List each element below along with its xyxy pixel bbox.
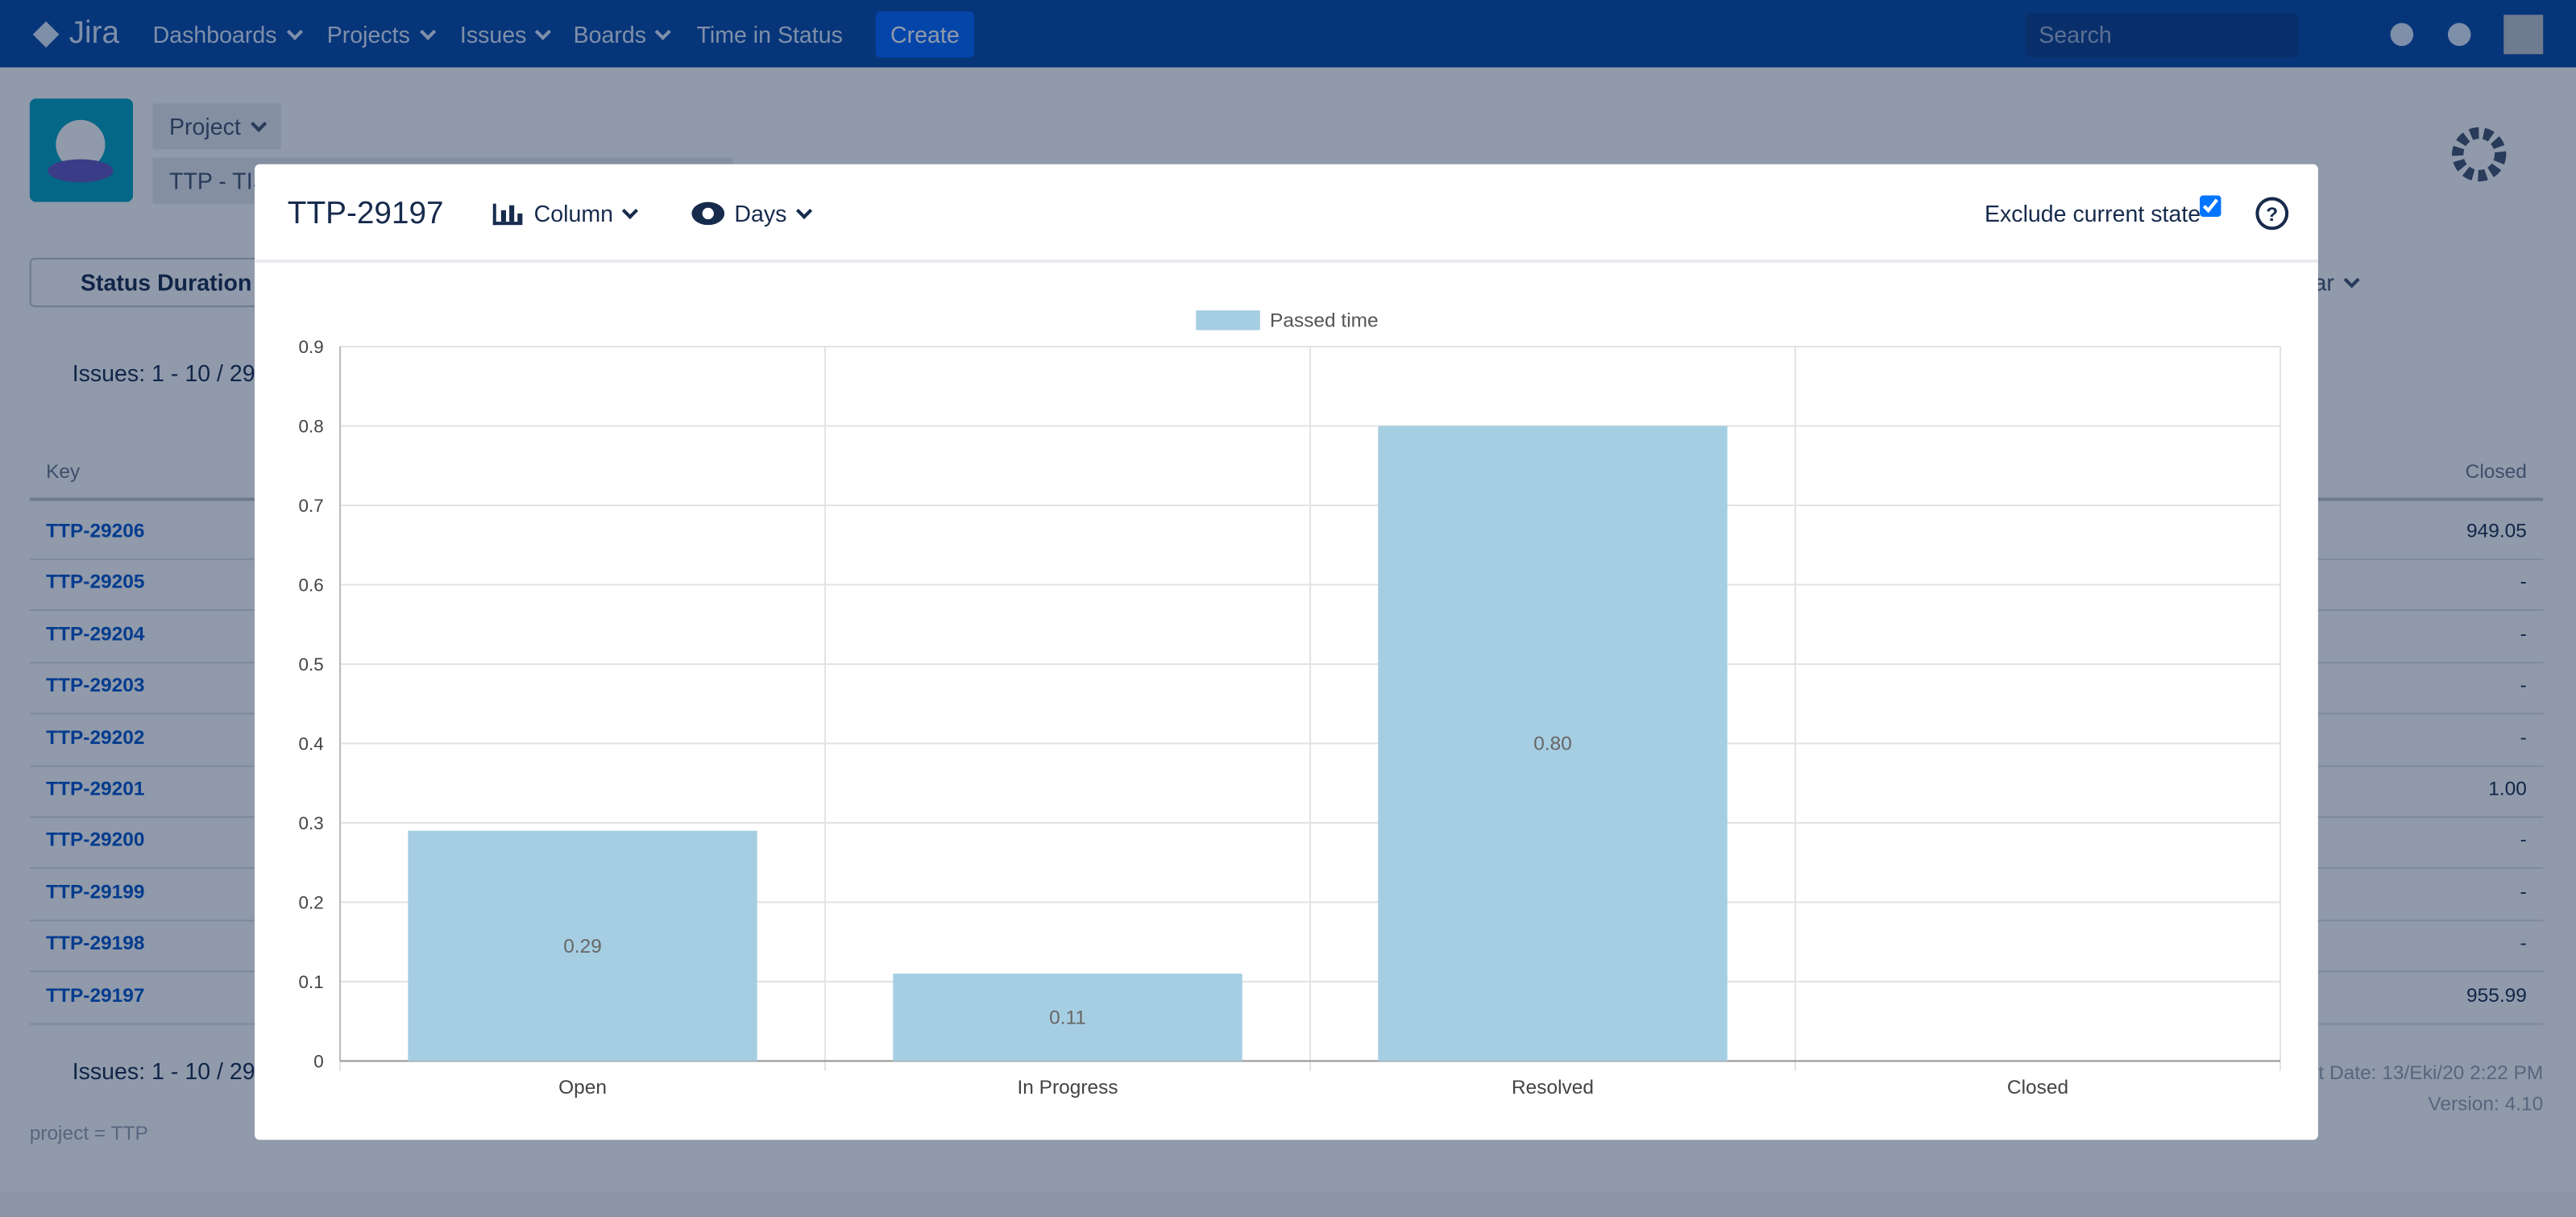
closed-value: - [2520, 828, 2527, 852]
data-label: 0.80 [1533, 733, 1572, 755]
closed-value: 955.99 [2466, 982, 2527, 1007]
settings-gear[interactable] [2451, 127, 2507, 182]
svg-text:?: ? [2266, 204, 2278, 226]
y-tick-label: 0.8 [298, 417, 323, 437]
exclude-checkbox[interactable] [2200, 195, 2221, 217]
issue-key[interactable]: TTP-29201 [46, 776, 145, 800]
x-tick-label: Open [558, 1077, 607, 1099]
x-tick-label: Closed [2007, 1077, 2068, 1099]
issue-key[interactable]: TTP-29205 [46, 570, 145, 594]
y-tick-label: 0.6 [298, 575, 323, 596]
column-header: Closed [2465, 459, 2527, 484]
create-button[interactable]: Create [875, 11, 975, 58]
search-box[interactable]: Search [2025, 13, 2299, 58]
bar [1378, 426, 1728, 1061]
project-dropdown[interactable]: Project [152, 103, 280, 150]
top-nav: Jira Dashboards Projects Issues Boards Time… [0, 0, 2576, 68]
issue-key[interactable]: TTP-29198 [46, 931, 145, 955]
modal-divider [255, 259, 2318, 264]
unit-dropdown[interactable]: Days [734, 201, 810, 227]
legend-swatch [1196, 310, 1260, 330]
issue-key[interactable]: TTP-29200 [46, 828, 145, 852]
y-tick-label: 0.3 [298, 813, 323, 833]
chart: 0 0.1 0.2 0.3 0.4 0.5 0.6 0.7 0.8 0.9 Passed time O… [298, 310, 2282, 1099]
closed-value: 949.05 [2466, 518, 2527, 542]
nav-menu[interactable]: Projects [327, 21, 433, 48]
y-tick-label: 0.5 [298, 654, 323, 675]
eye-icon [691, 201, 725, 226]
bar [408, 830, 757, 1061]
y-tick-label: 0.7 [298, 496, 323, 516]
issues-count: Issues: 1 - 10 / 292 [72, 359, 268, 386]
nav-link[interactable]: Time in Status [696, 21, 843, 48]
project-avatar [29, 98, 134, 202]
closed-value: - [2520, 570, 2527, 594]
issue-key[interactable]: TTP-29197 [46, 982, 145, 1007]
view-button[interactable]: Status Duration [29, 257, 297, 308]
closed-value: 1.00 [2488, 776, 2527, 800]
nav-icons [2390, 15, 2544, 55]
label: Project [169, 114, 263, 140]
issue-key[interactable]: TTP-29204 [46, 621, 145, 646]
chart-icon [492, 203, 523, 226]
version: Version: 4.10 [2428, 1092, 2544, 1115]
y-tick-label: 0.4 [298, 734, 323, 754]
nav-menu[interactable]: Dashboards [153, 21, 300, 48]
closed-value: - [2520, 725, 2527, 749]
closed-value: - [2520, 621, 2527, 646]
y-tick-label: 0.9 [298, 337, 323, 357]
exclude-label: Exclude current state [1984, 200, 2201, 227]
nav-menu[interactable]: Issues [460, 21, 550, 48]
chart-type-dropdown[interactable]: Column [534, 201, 637, 227]
jira-icon [32, 21, 60, 48]
modal-title: TTP-29197 [287, 197, 444, 232]
closed-value: - [2520, 879, 2527, 903]
issues-count: Issues: 1 - 10 / 292 [72, 1057, 268, 1084]
closed-value: - [2520, 673, 2527, 697]
closed-value: - [2520, 931, 2527, 955]
y-tick-label: 0.2 [298, 893, 323, 913]
query: project = TTP [29, 1121, 148, 1145]
y-tick-label: 0.1 [298, 972, 323, 992]
column-header: Key [46, 459, 81, 484]
x-tick-label: In Progress [1017, 1077, 1118, 1099]
issue-key[interactable]: TTP-29203 [46, 673, 145, 697]
footer-bar [0, 1192, 2576, 1217]
issue-key[interactable]: TTP-29199 [46, 879, 145, 903]
legend-label: Passed time [1270, 310, 1379, 332]
chart-modal: TTP-29197 Column Days Exclude current st… [255, 164, 2318, 1140]
y-tick-label: 0 [313, 1052, 323, 1072]
issue-key[interactable]: TTP-29206 [46, 518, 145, 542]
data-label: 0.11 [1049, 1007, 1086, 1028]
nav-menu[interactable]: Boards [574, 21, 670, 48]
help-icon[interactable]: ? [2254, 195, 2290, 231]
issue-key[interactable]: TTP-29202 [46, 725, 145, 749]
logo[interactable]: Jira [68, 16, 120, 52]
bar [893, 974, 1242, 1061]
x-tick-label: Resolved [1512, 1077, 1594, 1099]
data-label: 0.29 [563, 936, 602, 957]
